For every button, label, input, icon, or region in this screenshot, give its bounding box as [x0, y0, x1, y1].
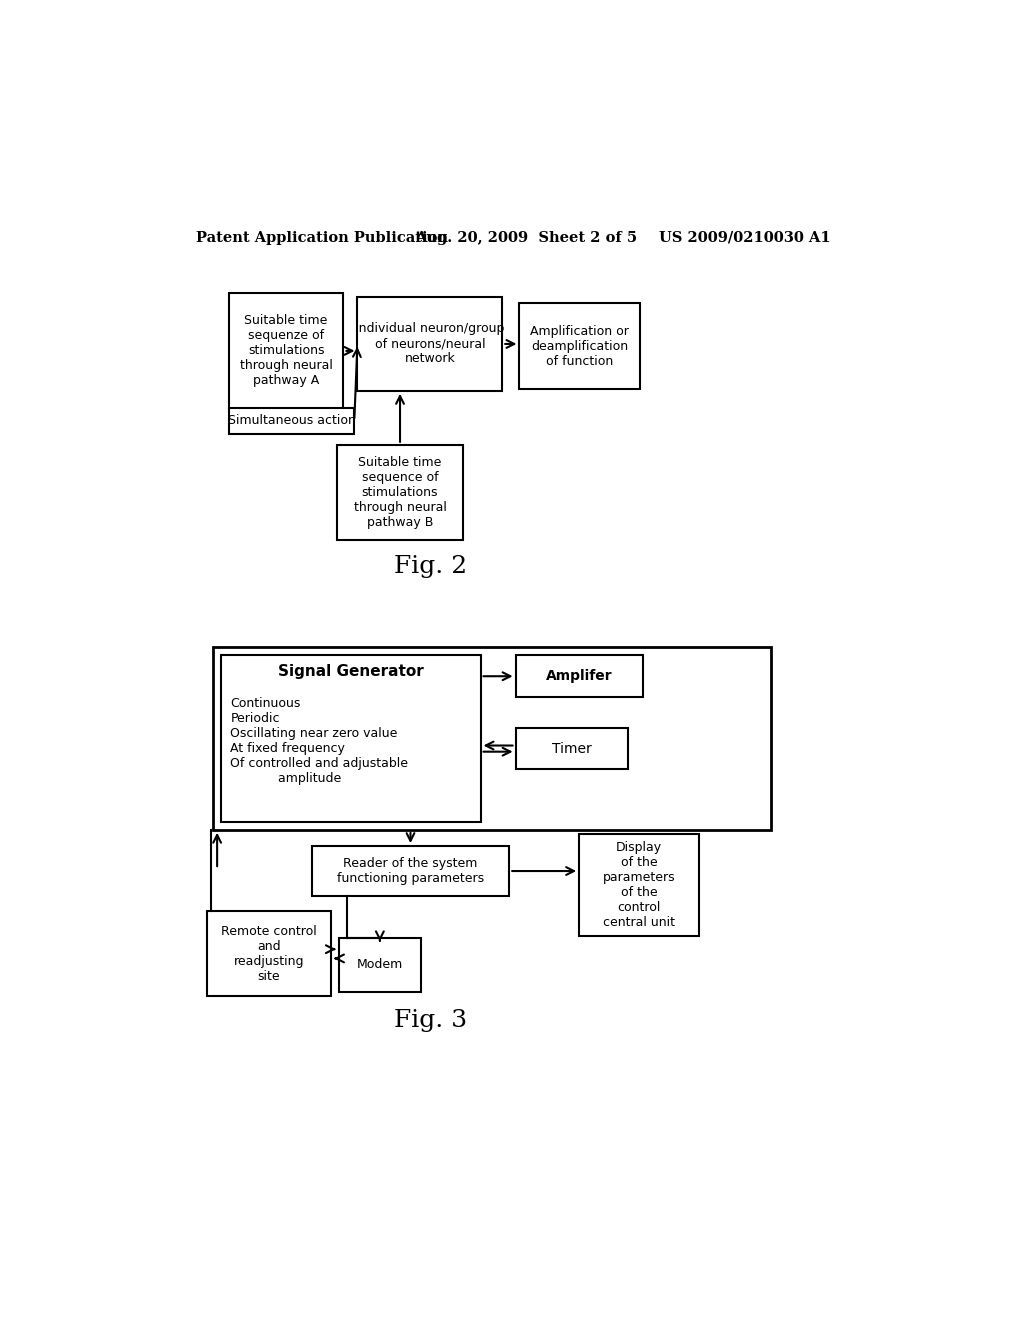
Bar [357, 297, 503, 391]
Bar [337, 445, 463, 540]
Text: Remote control
and
readjusting
site: Remote control and readjusting site [221, 925, 316, 983]
Text: US 2009/0210030 A1: US 2009/0210030 A1 [658, 231, 830, 244]
Text: Patent Application Publication: Patent Application Publication [197, 231, 449, 244]
Text: Suitable time
sequence of
stimulations
through neural
pathway B: Suitable time sequence of stimulations t… [353, 455, 446, 529]
Text: Reader of the system
functioning parameters: Reader of the system functioning paramet… [337, 857, 484, 884]
Text: Signal Generator: Signal Generator [278, 664, 424, 680]
Text: Fig. 2: Fig. 2 [393, 554, 467, 578]
Bar [311, 846, 509, 896]
Bar [339, 937, 421, 991]
Text: Amplifer: Amplifer [546, 669, 612, 684]
Bar [228, 293, 343, 409]
Bar [221, 655, 480, 822]
Text: Suitable time
sequenze of
stimulations
through neural
pathway A: Suitable time sequenze of stimulations t… [240, 314, 333, 387]
Bar [579, 834, 699, 936]
Text: Amplification or
deamplification
of function: Amplification or deamplification of func… [530, 325, 629, 368]
Bar [519, 304, 640, 389]
Text: Timer: Timer [552, 742, 592, 755]
Bar [228, 408, 354, 434]
Text: Modem: Modem [356, 958, 403, 972]
Text: Aug. 20, 2009  Sheet 2 of 5: Aug. 20, 2009 Sheet 2 of 5 [415, 231, 637, 244]
Text: Individual neuron/group
of neurons/neural
network: Individual neuron/group of neurons/neura… [355, 322, 505, 366]
Bar [213, 647, 771, 830]
Bar [207, 911, 331, 997]
Text: Fig. 3: Fig. 3 [393, 1010, 467, 1032]
Bar [515, 729, 628, 770]
Text: Display
of the
parameters
of the
control
central unit: Display of the parameters of the control… [603, 841, 676, 929]
Bar [515, 655, 643, 697]
Text: Simultaneous action: Simultaneous action [227, 414, 355, 428]
Text: Continuous
Periodic
Oscillating near zero value
At fixed frequency
Of controlled: Continuous Periodic Oscillating near zer… [230, 697, 409, 785]
